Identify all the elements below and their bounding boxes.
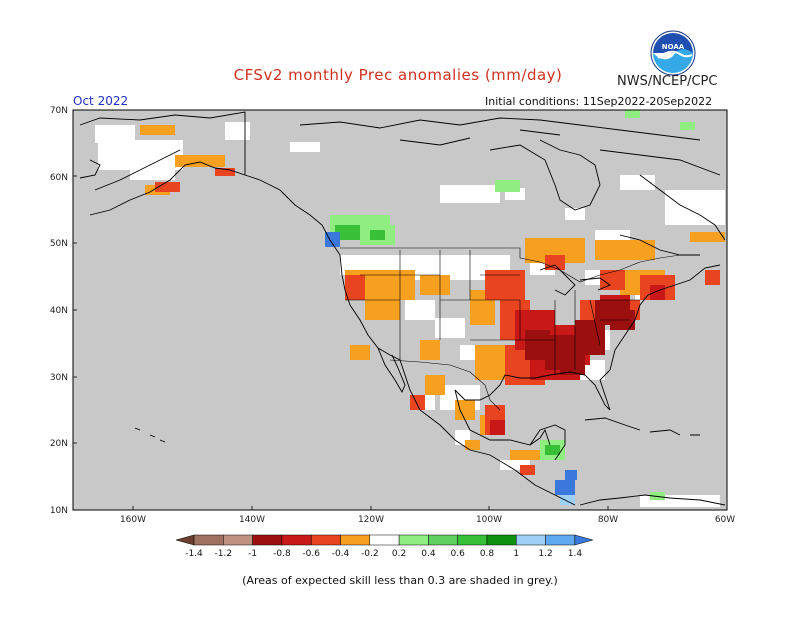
legend-under-arrow bbox=[175, 534, 195, 546]
legend-tick-label: -1 bbox=[248, 549, 257, 559]
legend-color-box bbox=[223, 534, 253, 546]
legend-color-box bbox=[340, 534, 371, 546]
svg-text:NOAA: NOAA bbox=[662, 43, 685, 51]
legend-tick-label: -1.4 bbox=[185, 549, 203, 559]
wet-anomaly-green bbox=[335, 225, 560, 455]
legend-color-box bbox=[252, 534, 283, 546]
legend-color-box bbox=[281, 534, 312, 546]
lat-label-10n: 10N bbox=[50, 506, 68, 516]
initial-conditions-label: Initial conditions: 11Sep2022-20Sep2022 bbox=[485, 95, 713, 108]
lon-label-80w: 80W bbox=[598, 515, 618, 525]
organization-label: NWS/NCEP/CPC bbox=[617, 74, 718, 89]
wet-anomaly-light-blue bbox=[560, 495, 575, 505]
legend-tick-label: 0.8 bbox=[480, 549, 495, 559]
lon-label-100w: 100W bbox=[476, 515, 502, 525]
legend-color-box bbox=[398, 534, 429, 546]
noaa-logo: NOAA bbox=[650, 30, 696, 76]
legend-tick-label: 1 bbox=[513, 549, 519, 559]
lon-label-140w: 140W bbox=[239, 515, 265, 525]
map-title: CFSv2 monthly Prec anomalies (mm/day) bbox=[233, 66, 563, 84]
legend-tick-label: -0.8 bbox=[273, 549, 291, 559]
legend-color-box bbox=[310, 534, 341, 546]
legend-color-box bbox=[193, 534, 224, 546]
target-month-label: Oct 2022 bbox=[73, 94, 129, 108]
lat-label-20n: 20N bbox=[50, 439, 68, 449]
legend-over-arrow bbox=[574, 534, 594, 546]
lon-label-60w: 60W bbox=[715, 515, 735, 525]
legend-color-box bbox=[486, 534, 517, 546]
legend-tick-label: -0.2 bbox=[361, 549, 379, 559]
legend-tick-label: 0.6 bbox=[451, 549, 466, 559]
wet-anomaly-blue bbox=[325, 232, 577, 495]
lon-label-160w: 160W bbox=[120, 515, 146, 525]
latitude-axis: 70N 60N 50N 40N 30N 20N 10N bbox=[50, 106, 77, 516]
lat-label-40n: 40N bbox=[50, 306, 68, 316]
lon-label-120w: 120W bbox=[358, 515, 384, 525]
legend-tick-label: -0.6 bbox=[302, 549, 320, 559]
legend-color-box bbox=[457, 534, 488, 546]
dry-anomaly-dark-red bbox=[525, 300, 635, 375]
political-boundaries bbox=[340, 247, 700, 411]
legend-tick-label: -1.2 bbox=[215, 549, 233, 559]
legend-color-box bbox=[428, 534, 458, 546]
lat-label-60n: 60N bbox=[50, 173, 68, 183]
legend-color-box bbox=[369, 534, 400, 546]
coastlines bbox=[79, 111, 726, 506]
longitude-axis: 160W 140W 120W 100W 80W 60W bbox=[120, 506, 735, 525]
lat-label-50n: 50N bbox=[50, 239, 68, 249]
legend-tick-label: 0.4 bbox=[421, 549, 436, 559]
legend-tick-label: 1.2 bbox=[538, 549, 552, 559]
legend-tick-label: 1.4 bbox=[568, 549, 583, 559]
lat-label-30n: 30N bbox=[50, 373, 68, 383]
legend-color-box bbox=[545, 534, 576, 546]
legend-tick-labels: -1.4 -1.2 -1 -0.8 -0.6 -0.4 -0.2 0.2 0.4 0.6 0.8 1 1… bbox=[185, 549, 582, 559]
legend-color-box bbox=[516, 534, 546, 546]
lat-label-70n: 70N bbox=[50, 106, 68, 116]
skill-footnote: (Areas of expected skill less than 0.3 a… bbox=[242, 574, 558, 587]
legend-tick-label: -0.4 bbox=[332, 549, 350, 559]
legend-tick-label: 0.2 bbox=[392, 549, 406, 559]
legend-boxes bbox=[175, 534, 594, 546]
